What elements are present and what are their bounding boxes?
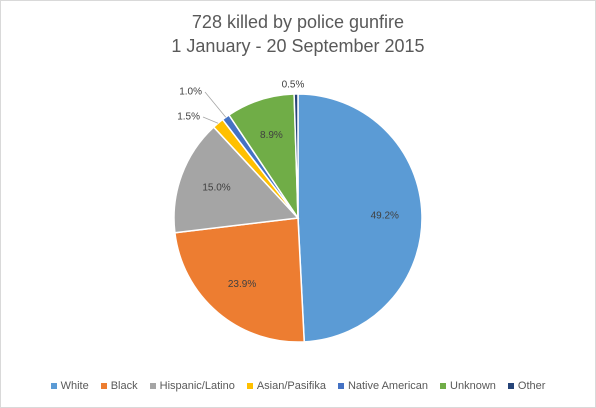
chart-title-line-1: 728 killed by police gunfire	[191, 12, 405, 32]
legend-swatch-white	[50, 383, 57, 389]
data-label-unknown: 8.9%	[260, 130, 283, 141]
pie-slice-black	[174, 217, 306, 343]
legend-label-unknown: Unknown	[450, 380, 496, 392]
legend-label-white: White	[60, 380, 89, 392]
legend-item-unknown: Unknown	[440, 380, 496, 392]
pie-slice-white	[297, 93, 423, 343]
data-label-hispanic-latino: 15.0%	[202, 183, 230, 194]
legend-swatch-unknown	[440, 383, 447, 389]
legend-item-white: White	[50, 380, 89, 392]
leader-line-asian-pasifika	[202, 116, 219, 124]
legend-item-native-american: Native American	[337, 380, 429, 392]
data-label-other: 0.5%	[282, 80, 305, 91]
legend-swatch-asian-pasifika	[246, 383, 253, 389]
legend-swatch-other	[507, 383, 514, 389]
legend-label-black: Black	[110, 380, 138, 392]
legend-item-asian-pasifika: Asian/Pasifika	[246, 380, 326, 392]
legend-label-other: Other	[517, 380, 546, 392]
legend-item-black: Black	[100, 380, 138, 392]
legend-swatch-black	[100, 383, 107, 389]
legend-item-hispanic-latino: Hispanic/Latino	[149, 380, 235, 392]
legend-item-other: Other	[507, 380, 546, 392]
data-label-white: 49.2%	[371, 210, 399, 221]
legend-swatch-hispanic-latino	[149, 383, 156, 389]
legend-label-hispanic-latino: Hispanic/Latino	[159, 380, 235, 392]
pie-slice-hispanic-latino	[173, 126, 300, 234]
legend-label-native-american: Native American	[347, 380, 429, 392]
chart-title-line-2: 1 January - 20 September 2015	[171, 36, 425, 56]
chart-legend: White Black Hispanic/Latino Asian/Pasifika N…	[0, 380, 596, 392]
pie-slice-other	[293, 93, 299, 219]
data-label-black: 23.9%	[228, 279, 256, 290]
chart-title: 728 killed by police gunfire 1 January -…	[0, 10, 596, 58]
data-label-asian-pasifika: 1.5%	[177, 112, 200, 123]
legend-swatch-native-american	[337, 383, 344, 389]
leader-line-native-american	[204, 91, 227, 118]
legend-label-asian-pasifika: Asian/Pasifika	[256, 380, 326, 392]
data-label-native-american: 1.0%	[179, 87, 202, 98]
